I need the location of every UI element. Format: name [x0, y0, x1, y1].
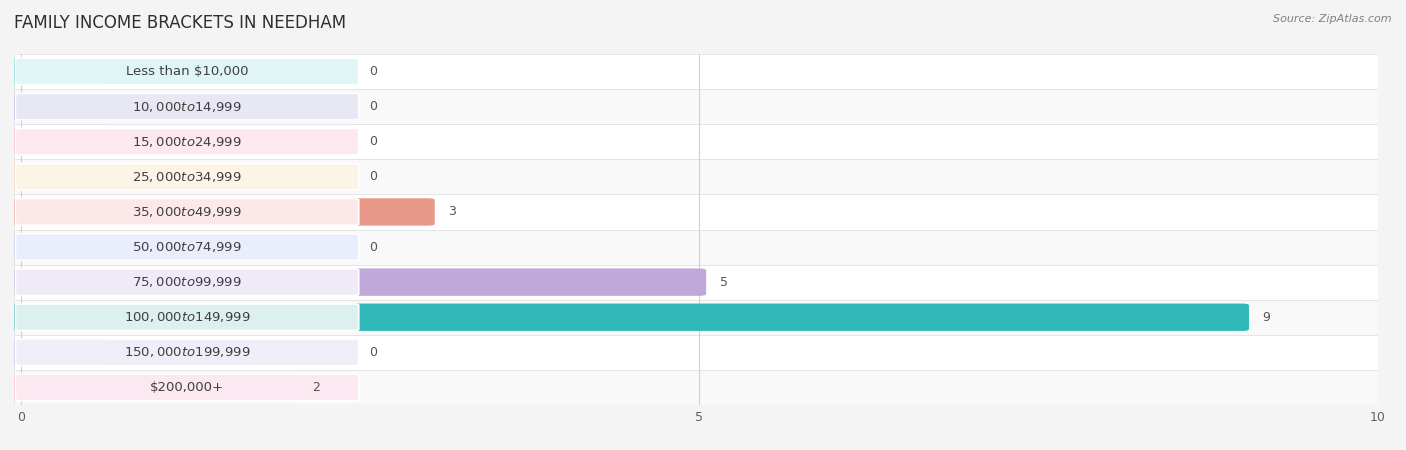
Text: 2: 2 — [312, 381, 321, 394]
FancyBboxPatch shape — [14, 234, 110, 261]
FancyBboxPatch shape — [15, 374, 359, 401]
FancyBboxPatch shape — [14, 339, 110, 366]
Text: $150,000 to $199,999: $150,000 to $199,999 — [124, 345, 250, 360]
FancyBboxPatch shape — [14, 304, 1249, 331]
FancyBboxPatch shape — [14, 198, 434, 225]
Bar — [14, 370, 1378, 405]
Text: 0: 0 — [370, 135, 378, 148]
Text: 0: 0 — [370, 171, 378, 183]
Bar — [14, 159, 1378, 194]
Bar — [14, 230, 1378, 265]
Text: $25,000 to $34,999: $25,000 to $34,999 — [132, 170, 242, 184]
Text: $100,000 to $149,999: $100,000 to $149,999 — [124, 310, 250, 324]
Text: 3: 3 — [449, 206, 456, 218]
FancyBboxPatch shape — [15, 339, 359, 366]
Text: $50,000 to $74,999: $50,000 to $74,999 — [132, 240, 242, 254]
Text: $10,000 to $14,999: $10,000 to $14,999 — [132, 99, 242, 114]
Bar — [14, 335, 1378, 370]
FancyBboxPatch shape — [14, 269, 706, 296]
Bar — [14, 265, 1378, 300]
Text: $15,000 to $24,999: $15,000 to $24,999 — [132, 135, 242, 149]
FancyBboxPatch shape — [15, 269, 359, 296]
Bar — [14, 194, 1378, 230]
FancyBboxPatch shape — [14, 374, 299, 401]
FancyBboxPatch shape — [14, 93, 110, 120]
Text: $200,000+: $200,000+ — [150, 381, 224, 394]
Text: 5: 5 — [720, 276, 728, 288]
Text: 0: 0 — [370, 100, 378, 113]
FancyBboxPatch shape — [14, 128, 110, 155]
FancyBboxPatch shape — [14, 58, 110, 85]
FancyBboxPatch shape — [14, 163, 110, 190]
Text: Source: ZipAtlas.com: Source: ZipAtlas.com — [1274, 14, 1392, 23]
Bar — [14, 300, 1378, 335]
Text: 0: 0 — [370, 65, 378, 78]
FancyBboxPatch shape — [15, 234, 359, 261]
FancyBboxPatch shape — [15, 93, 359, 120]
FancyBboxPatch shape — [15, 304, 359, 331]
Text: $75,000 to $99,999: $75,000 to $99,999 — [132, 275, 242, 289]
Text: 9: 9 — [1263, 311, 1271, 324]
FancyBboxPatch shape — [15, 198, 359, 225]
Text: Less than $10,000: Less than $10,000 — [125, 65, 249, 78]
Bar — [14, 89, 1378, 124]
Text: 0: 0 — [370, 241, 378, 253]
Text: $35,000 to $49,999: $35,000 to $49,999 — [132, 205, 242, 219]
Bar — [14, 124, 1378, 159]
FancyBboxPatch shape — [15, 128, 359, 155]
FancyBboxPatch shape — [15, 58, 359, 85]
Text: FAMILY INCOME BRACKETS IN NEEDHAM: FAMILY INCOME BRACKETS IN NEEDHAM — [14, 14, 346, 32]
FancyBboxPatch shape — [15, 163, 359, 190]
Text: 0: 0 — [370, 346, 378, 359]
Bar — [14, 54, 1378, 89]
